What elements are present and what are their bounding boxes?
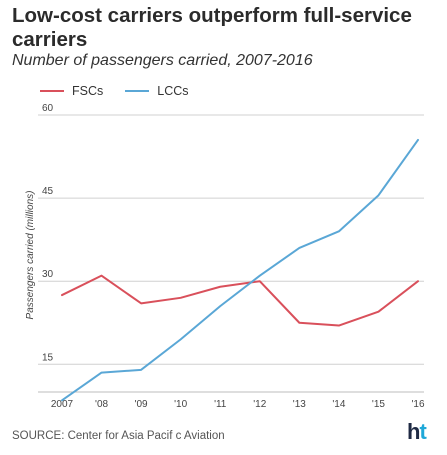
chart-subtitle: Number of passengers carried, 2007-2016 bbox=[12, 52, 313, 69]
source-note: SOURCE: Center for Asia Pacif c Aviation bbox=[12, 430, 225, 442]
y-tick-label-15: 15 bbox=[42, 352, 54, 363]
x-tick-label-5: '12 bbox=[253, 399, 266, 410]
legend-item-lcc: LCCs bbox=[125, 84, 189, 98]
series-line-fscs bbox=[61, 274, 419, 327]
chart-title: Low-cost carriers outperform full-servic… bbox=[12, 4, 412, 51]
y-tick-label-45: 45 bbox=[42, 186, 54, 197]
x-tick-label-2: '09 bbox=[135, 399, 148, 410]
y-axis-title: Passengers carried (millions) bbox=[25, 191, 36, 320]
y-tick-label-30: 30 bbox=[42, 269, 54, 280]
legend-label-lcc: LCCs bbox=[157, 84, 189, 98]
x-tick-label-6: '13 bbox=[293, 399, 306, 410]
x-tick-label-7: '14 bbox=[332, 399, 345, 410]
x-tick-label-9: '16 bbox=[411, 399, 424, 410]
logo-main: h bbox=[407, 419, 420, 444]
chart-legend: FSCs LCCs bbox=[40, 84, 211, 98]
ht-logo: ht bbox=[407, 419, 427, 445]
x-tick-label-0: 2007 bbox=[51, 399, 74, 410]
y-tick-label-60: 60 bbox=[42, 103, 54, 114]
legend-item-fsc: FSCs bbox=[40, 84, 103, 98]
legend-label-fsc: FSCs bbox=[72, 84, 104, 98]
series-line-lccs bbox=[61, 138, 419, 402]
x-tick-label-8: '15 bbox=[372, 399, 385, 410]
x-tick-label-4: '11 bbox=[214, 399, 227, 410]
legend-swatch-fsc bbox=[40, 90, 64, 92]
x-tick-label-1: '08 bbox=[95, 399, 108, 410]
logo-accent: t bbox=[419, 419, 426, 444]
legend-swatch-lcc bbox=[125, 90, 150, 92]
x-tick-label-3: '10 bbox=[174, 399, 187, 410]
